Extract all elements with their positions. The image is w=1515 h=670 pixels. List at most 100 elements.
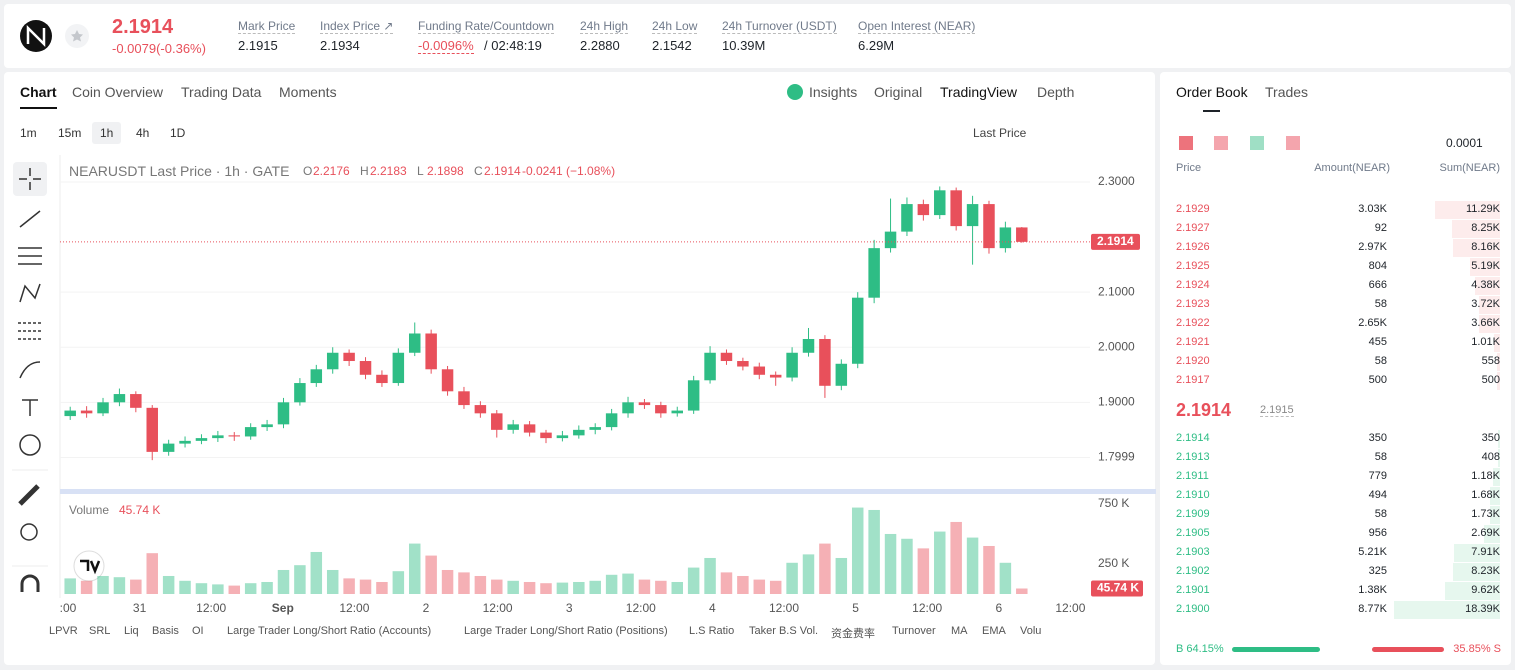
indicator[interactable]: OI bbox=[192, 625, 204, 637]
chart-tab[interactable]: Moments bbox=[279, 84, 337, 100]
indicator[interactable]: Volu bbox=[1020, 625, 1042, 637]
book-price[interactable]: 2.1923 bbox=[1176, 298, 1210, 310]
candle-body bbox=[720, 352, 733, 362]
price-change: -0.0079(-0.36%) bbox=[112, 41, 206, 56]
view-tab[interactable]: Insights bbox=[809, 84, 858, 100]
book-price[interactable]: 2.1922 bbox=[1176, 317, 1210, 329]
book-mode[interactable] bbox=[1286, 136, 1300, 150]
tool-zoom[interactable] bbox=[20, 523, 38, 541]
indicator[interactable]: Turnover bbox=[892, 625, 936, 637]
volume-bar bbox=[310, 551, 323, 594]
book-price[interactable]: 2.1921 bbox=[1176, 336, 1210, 348]
chart-tab[interactable]: Coin Overview bbox=[72, 84, 164, 100]
depth-bar bbox=[1494, 334, 1500, 352]
legend-key: L bbox=[417, 164, 424, 178]
interval[interactable]: 15m bbox=[58, 126, 82, 140]
tool-magnet[interactable] bbox=[20, 574, 40, 592]
book-price[interactable]: 2.1909 bbox=[1176, 508, 1210, 520]
book-price[interactable]: 2.1926 bbox=[1176, 241, 1210, 253]
interval[interactable]: 1h bbox=[92, 122, 122, 144]
book-price[interactable]: 2.1920 bbox=[1176, 355, 1210, 367]
volume-bar bbox=[819, 543, 831, 594]
volume-bar bbox=[64, 578, 76, 594]
book-price[interactable]: 2.1905 bbox=[1176, 527, 1210, 539]
x-tick-label: 31 bbox=[133, 601, 147, 615]
tool-crosshair[interactable] bbox=[19, 168, 41, 190]
book-price[interactable]: 2.1925 bbox=[1176, 260, 1210, 272]
candle-body bbox=[1016, 227, 1028, 242]
book-price[interactable]: 2.1929 bbox=[1176, 203, 1210, 215]
book-price[interactable]: 2.1900 bbox=[1176, 603, 1210, 615]
candle-body bbox=[64, 410, 76, 417]
book-mode[interactable] bbox=[1179, 136, 1193, 150]
book-price[interactable]: 2.1910 bbox=[1176, 489, 1210, 501]
stat-value: 2.1915 bbox=[238, 38, 278, 53]
book-tab[interactable]: Trades bbox=[1265, 84, 1309, 100]
volume-bar bbox=[835, 557, 848, 594]
book-price[interactable]: 2.1914 bbox=[1176, 432, 1210, 444]
book-tab[interactable]: Order Book bbox=[1176, 84, 1248, 100]
tool-line[interactable] bbox=[19, 210, 41, 228]
indicator[interactable]: SRL bbox=[89, 625, 111, 637]
volume-name: Volume bbox=[69, 503, 110, 517]
book-price[interactable]: 2.1924 bbox=[1176, 279, 1210, 291]
book-amount: 1.38K bbox=[1358, 584, 1387, 596]
indicator[interactable]: Large Trader Long/Short Ratio (Positions… bbox=[464, 625, 668, 637]
book-mode[interactable] bbox=[1214, 136, 1228, 150]
tool-active[interactable] bbox=[13, 162, 47, 196]
tool-brush[interactable] bbox=[19, 361, 41, 379]
book-sum: 2.69K bbox=[1471, 527, 1500, 539]
book-price[interactable]: 2.1902 bbox=[1176, 565, 1210, 577]
view-tab[interactable]: Original bbox=[874, 84, 923, 100]
interval[interactable]: 1m bbox=[20, 126, 37, 140]
volume-bar bbox=[294, 565, 306, 594]
tool-pattern[interactable] bbox=[19, 283, 41, 303]
chart-tab[interactable]: Chart bbox=[20, 84, 57, 109]
book-sum: 9.62K bbox=[1471, 584, 1500, 596]
tool-emoji[interactable] bbox=[19, 434, 41, 456]
chart-tab[interactable]: Trading Data bbox=[181, 84, 262, 100]
interval[interactable]: 1D bbox=[170, 126, 186, 140]
indicator[interactable]: Liq bbox=[124, 625, 139, 637]
book-amount: 494 bbox=[1368, 489, 1387, 501]
book-price[interactable]: 2.1927 bbox=[1176, 222, 1210, 234]
indicator[interactable]: Large Trader Long/Short Ratio (Accounts) bbox=[227, 625, 432, 637]
precision[interactable]: 0.0001 bbox=[1446, 136, 1483, 150]
book-price[interactable]: 2.1911 bbox=[1176, 470, 1209, 482]
book-mode[interactable] bbox=[1250, 136, 1264, 150]
price-type[interactable]: Last Price bbox=[973, 126, 1027, 140]
indicator[interactable]: EMA bbox=[982, 625, 1006, 637]
indicator[interactable]: 资金费率 bbox=[831, 628, 875, 640]
tool-lines[interactable] bbox=[18, 247, 42, 265]
view-tab[interactable]: TradingView bbox=[940, 84, 1018, 100]
volume-bar bbox=[1016, 588, 1028, 594]
indicator[interactable]: L.S Ratio bbox=[689, 625, 735, 637]
view-tab[interactable]: Depth bbox=[1037, 84, 1075, 100]
book-price[interactable]: 2.1917 bbox=[1176, 374, 1210, 386]
depth-bar bbox=[1493, 468, 1500, 486]
tool-ruler[interactable] bbox=[18, 484, 40, 506]
volume-bar bbox=[605, 574, 618, 594]
stat-value: -0.0096% bbox=[418, 38, 474, 54]
x-tick-label: 12:00 bbox=[339, 601, 369, 615]
candle-body bbox=[523, 424, 536, 433]
indicator[interactable]: Taker B.S Vol. bbox=[749, 625, 819, 637]
volume-bar bbox=[113, 577, 126, 594]
volume-bar bbox=[556, 582, 569, 594]
candle-body bbox=[491, 413, 503, 430]
buy-bar bbox=[1232, 647, 1320, 652]
book-price[interactable]: 2.1901 bbox=[1176, 584, 1210, 596]
book-price[interactable]: 2.1913 bbox=[1176, 451, 1210, 463]
candle-body bbox=[934, 190, 946, 216]
candle-body bbox=[966, 204, 979, 227]
indicator[interactable]: Basis bbox=[152, 625, 179, 637]
tool-fib[interactable] bbox=[18, 322, 42, 340]
book-price[interactable]: 2.1903 bbox=[1176, 546, 1210, 558]
indicator[interactable]: MA bbox=[951, 625, 968, 637]
candle-body bbox=[228, 435, 241, 437]
interval[interactable]: 4h bbox=[136, 126, 150, 140]
indicator[interactable]: LPVR bbox=[49, 625, 78, 637]
candle-body bbox=[425, 333, 437, 370]
tool-text[interactable] bbox=[22, 399, 38, 416]
volume-bar bbox=[277, 569, 290, 594]
